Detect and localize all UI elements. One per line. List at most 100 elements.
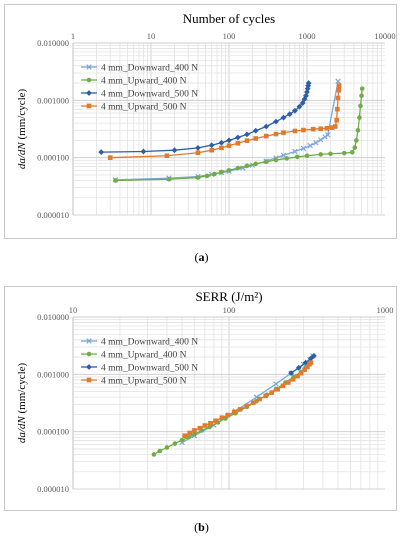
chart-b-point bbox=[86, 351, 92, 357]
chart-b-point bbox=[308, 355, 314, 362]
chart-a-point bbox=[195, 150, 201, 156]
chart-a-legend-item: 4 mm_Downward_500 N bbox=[81, 90, 198, 100]
chart-b-point bbox=[172, 441, 178, 446]
chart-a-point bbox=[86, 103, 92, 109]
chart-b-series-3 bbox=[182, 360, 314, 439]
chart-a-point bbox=[355, 128, 361, 133]
chart-a-point bbox=[107, 155, 113, 160]
chart-a-grid bbox=[72, 43, 385, 216]
chart-b-y-tick-label: 0.010000 bbox=[37, 312, 69, 322]
chart-b-point bbox=[202, 423, 208, 428]
chart-b-point bbox=[308, 360, 314, 365]
chart-a-point bbox=[304, 89, 310, 95]
chart-b-point bbox=[151, 452, 157, 457]
chart-b-point bbox=[305, 364, 310, 370]
chart-b-point bbox=[192, 428, 197, 433]
chart-b-point bbox=[288, 370, 294, 377]
chart-a-point bbox=[310, 126, 316, 132]
chart-b-point bbox=[286, 380, 291, 385]
chart-b-point bbox=[280, 383, 286, 389]
chart-a-point bbox=[286, 111, 293, 118]
chart-b-point bbox=[257, 396, 262, 402]
chart-a-point bbox=[195, 145, 201, 151]
chart-b-y-axis-label-unit: (mm/cycle) bbox=[16, 362, 28, 416]
chart-a-point bbox=[273, 131, 279, 137]
chart-a-legend-item: 4 mm_Downward_400 N bbox=[81, 64, 198, 74]
chart-b-point bbox=[208, 420, 213, 426]
chart-a-svg: Number of cycles 1 10 100 1000 10000 0.000010 0… bbox=[16, 11, 396, 220]
chart-a-point bbox=[219, 145, 224, 151]
chart-a-y-axis-label: da/dN (mm/cycle) bbox=[16, 88, 28, 169]
chart-a-point bbox=[341, 150, 347, 156]
figure-label-b: (b) bbox=[194, 520, 209, 534]
chart-a-point bbox=[296, 103, 303, 110]
chart-a-series-1 bbox=[113, 86, 365, 183]
chart-a-point bbox=[335, 95, 341, 101]
chart-a-point bbox=[300, 145, 307, 152]
chart-a-legend: 4 mm_Downward_400 N 4 mm_Upward_400 N 4 mm… bbox=[81, 64, 198, 113]
chart-b-point bbox=[231, 409, 237, 415]
chart-a-point bbox=[335, 78, 341, 84]
chart-a-x-tick-label: 10000 bbox=[374, 31, 395, 41]
chart-b-point bbox=[295, 364, 302, 371]
chart-a-point bbox=[335, 106, 340, 112]
chart-a-x-tick-label: 1 bbox=[71, 31, 75, 41]
chart-a-point bbox=[305, 82, 312, 89]
chart-a-y-tick-label: 0.000100 bbox=[37, 153, 69, 163]
chart-b-legend: 4 mm_Downward_400 N 4 mm_Upward_400 N 4 mm… bbox=[81, 338, 198, 387]
chart-a-point bbox=[359, 86, 365, 91]
chart-b-legend-label: 4 mm_Upward_400 N bbox=[101, 351, 187, 361]
chart-a-point bbox=[219, 169, 224, 175]
chart-b-x-tick-label: 100 bbox=[223, 305, 236, 315]
chart-a-point bbox=[113, 178, 118, 183]
chart-a-point bbox=[281, 130, 286, 135]
chart-a-point bbox=[86, 90, 92, 96]
chart-a-point bbox=[332, 124, 338, 129]
chart-b-y-tick-label: 0.000100 bbox=[37, 427, 69, 437]
chart-b-svg: SERR (J/m²) 10 100 1000 0.000010 0.000100 0.00… bbox=[16, 289, 394, 494]
chart-b-point bbox=[86, 364, 92, 370]
chart-b-point bbox=[86, 377, 92, 383]
chart-a-legend-item: 4 mm_Upward_500 N bbox=[81, 103, 187, 113]
chart-b-y-axis-label-symbol: da/dN bbox=[16, 416, 28, 444]
chart-b-point bbox=[192, 431, 197, 437]
chart-a-point bbox=[226, 137, 232, 144]
chart-b-point bbox=[197, 425, 203, 431]
chart-a-point bbox=[253, 161, 259, 167]
chart-a-point bbox=[166, 176, 172, 182]
chart-b-y-tick-label: 0.000010 bbox=[37, 484, 69, 494]
chart-a-y-tick-label: 0.010000 bbox=[37, 38, 69, 48]
chart-a-point bbox=[273, 157, 279, 163]
chart-a-point bbox=[349, 150, 355, 155]
chart-a-point bbox=[263, 123, 270, 130]
chart-a-point bbox=[171, 147, 178, 154]
chart-a-x-tick-label: 100 bbox=[223, 31, 236, 41]
chart-b-point bbox=[164, 445, 170, 450]
chart-b-point bbox=[207, 424, 212, 430]
chart-a-point bbox=[244, 131, 250, 138]
chart-b-point bbox=[302, 359, 309, 366]
chart-b-legend-item: 4 mm_Downward_500 N bbox=[81, 364, 198, 374]
chart-a-series-2 bbox=[98, 80, 312, 156]
chart-a-legend-item: 4 mm_Upward_400 N bbox=[81, 77, 187, 87]
chart-a-title: Number of cycles bbox=[183, 11, 275, 26]
chart-a-point bbox=[328, 151, 333, 157]
chart-a-point bbox=[252, 127, 259, 134]
chart-b-point bbox=[244, 403, 250, 409]
chart-b-legend-item: 4 mm_Upward_500 N bbox=[81, 377, 187, 387]
chart-a-point bbox=[204, 173, 210, 179]
chart-a-point bbox=[218, 139, 225, 146]
chart-a-point bbox=[98, 149, 105, 156]
chart-b-point bbox=[237, 407, 243, 412]
chart-a-point bbox=[318, 137, 324, 143]
chart-b-legend-label: 4 mm_Downward_400 N bbox=[101, 338, 198, 348]
chart-b-x-tick-label: 10 bbox=[69, 305, 78, 315]
chart-b-point bbox=[182, 433, 187, 439]
chart-a-point bbox=[253, 136, 259, 141]
chart-a-point bbox=[336, 87, 342, 93]
chart-a-point bbox=[235, 165, 241, 171]
chart-a-point bbox=[292, 148, 298, 155]
chart-b-point bbox=[157, 448, 163, 454]
chart-a-point bbox=[280, 114, 287, 121]
chart-a-point bbox=[358, 103, 363, 109]
